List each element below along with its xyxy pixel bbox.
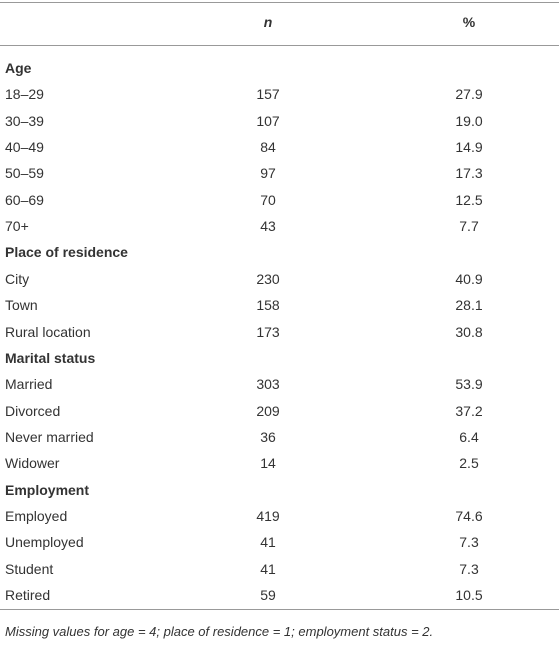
percent-cell: 27.9 bbox=[455, 86, 483, 103]
footnote: Missing values for age = 4; place of res… bbox=[5, 624, 434, 639]
count-cell: 173 bbox=[256, 323, 280, 340]
count-cell: 107 bbox=[256, 112, 280, 129]
row-label: Employed bbox=[5, 507, 68, 524]
row-label: Never married bbox=[5, 428, 94, 445]
top-rule bbox=[0, 2, 559, 3]
count-cell: 36 bbox=[260, 428, 276, 445]
percent-cell: 6.4 bbox=[459, 428, 479, 445]
header-percent: % bbox=[462, 14, 476, 30]
bottom-rule bbox=[0, 609, 559, 610]
header-n: n bbox=[263, 14, 273, 30]
count-cell: 14 bbox=[260, 455, 276, 472]
count-cell: 209 bbox=[256, 402, 280, 419]
count-cell: 41 bbox=[260, 534, 276, 551]
section-title: Age bbox=[5, 60, 32, 76]
section-title: Marital status bbox=[5, 349, 96, 366]
percent-cell: 7.7 bbox=[459, 218, 479, 235]
count-cell: 157 bbox=[256, 86, 280, 103]
row-label: Widower bbox=[5, 455, 60, 472]
count-cell: 41 bbox=[260, 560, 276, 577]
count-cell: 158 bbox=[256, 297, 280, 314]
percent-cell: 17.3 bbox=[455, 165, 483, 182]
row-label: Rural location bbox=[5, 323, 91, 340]
percent-cell: 30.8 bbox=[455, 323, 483, 340]
count-cell: 70 bbox=[260, 191, 276, 208]
row-label: 60–69 bbox=[5, 191, 44, 208]
row-label: City bbox=[5, 270, 30, 287]
percent-cell: 12.5 bbox=[455, 191, 483, 208]
count-cell: 84 bbox=[260, 139, 276, 156]
row-label: 18–29 bbox=[5, 86, 44, 103]
row-label: Divorced bbox=[5, 402, 61, 419]
count-cell: 419 bbox=[256, 507, 280, 524]
percent-cell: 53.9 bbox=[455, 376, 483, 393]
row-label: Town bbox=[5, 297, 38, 314]
percent-cell: 14.9 bbox=[455, 139, 483, 156]
percent-cell: 7.3 bbox=[459, 560, 479, 577]
count-cell: 303 bbox=[256, 376, 280, 393]
percent-cell: 40.9 bbox=[455, 270, 483, 287]
row-label: 30–39 bbox=[5, 112, 44, 129]
row-label: Retired bbox=[5, 587, 51, 603]
percent-cell: 28.1 bbox=[455, 297, 483, 314]
percent-cell: 2.5 bbox=[459, 455, 479, 472]
percent-cell: 19.0 bbox=[455, 112, 483, 129]
section-title: Employment bbox=[5, 481, 90, 498]
count-cell: 43 bbox=[260, 218, 276, 235]
percent-cell: 74.6 bbox=[455, 507, 483, 524]
row-label: 40–49 bbox=[5, 139, 44, 156]
section-title: Place of residence bbox=[5, 244, 128, 261]
row-label: 50–59 bbox=[5, 165, 44, 182]
percent-cell: 37.2 bbox=[455, 402, 483, 419]
percent-cell: 7.3 bbox=[459, 534, 479, 551]
row-label: Student bbox=[5, 560, 54, 577]
row-label: 70+ bbox=[5, 218, 29, 235]
row-label: Married bbox=[5, 376, 53, 393]
count-cell: 59 bbox=[260, 587, 276, 603]
percent-cell: 10.5 bbox=[455, 587, 483, 603]
count-cell: 230 bbox=[256, 270, 280, 287]
count-cell: 97 bbox=[260, 165, 276, 182]
row-label: Unemployed bbox=[5, 534, 84, 551]
header-rule bbox=[0, 45, 559, 46]
